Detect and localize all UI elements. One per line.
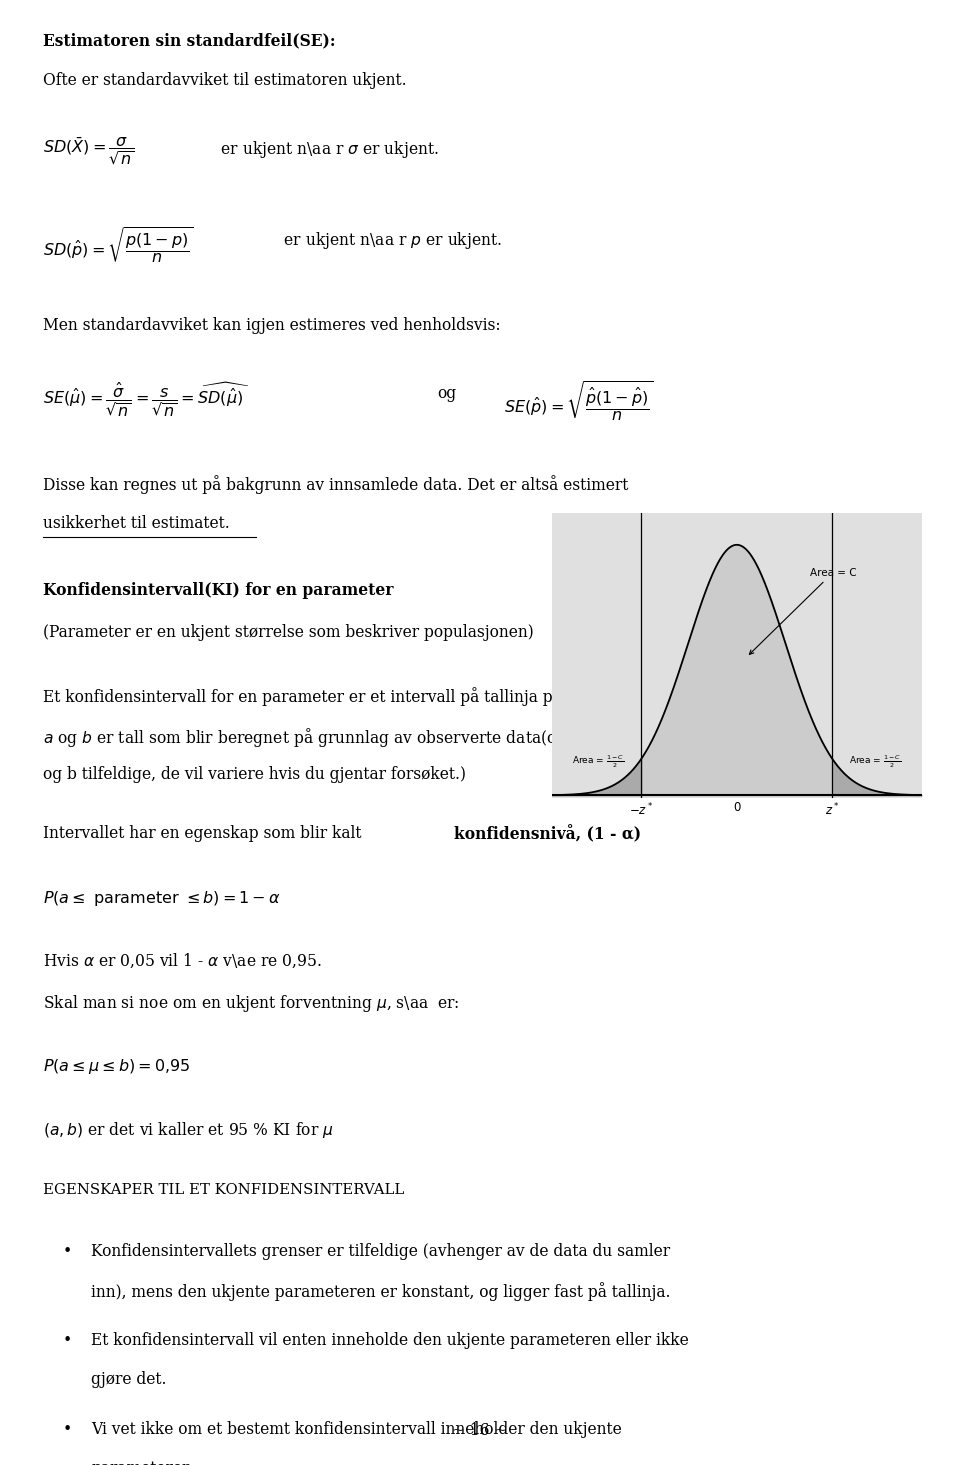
Text: $P(a \leq \mu \leq b) = 0{,}95$: $P(a \leq \mu \leq b) = 0{,}95$: [43, 1056, 191, 1075]
Text: parameteren.: parameteren.: [91, 1461, 197, 1465]
Text: Disse kan regnes ut på bakgrunn av innsamlede data. Det er altså estimert: Disse kan regnes ut på bakgrunn av innsa…: [43, 475, 629, 494]
Text: inn), mens den ukjente parameteren er konstant, og ligger fast på tallinja.: inn), mens den ukjente parameteren er ko…: [91, 1282, 671, 1301]
Text: Estimatoren sin standardfeil(SE):: Estimatoren sin standardfeil(SE):: [43, 32, 336, 50]
Text: •: •: [62, 1421, 72, 1437]
Text: Et konfidensintervall for en parameter er et intervall på tallinja på formen [a,: Et konfidensintervall for en parameter e…: [43, 687, 705, 706]
Text: $SE(\hat{\mu}) = \dfrac{\hat{\sigma}}{\sqrt{n}} = \dfrac{s}{\sqrt{n}} = \widehat: $SE(\hat{\mu}) = \dfrac{\hat{\sigma}}{\s…: [43, 381, 251, 418]
Text: Skal man si noe om en ukjent forventning $\mu$, s\aa  er:: Skal man si noe om en ukjent forventning…: [43, 993, 460, 1014]
Text: $SD(\hat{p}) = \sqrt{\dfrac{p(1-p)}{n}}$: $SD(\hat{p}) = \sqrt{\dfrac{p(1-p)}{n}}$: [43, 226, 194, 267]
Text: Men standardavviket kan igjen estimeres ved henholdsvis:: Men standardavviket kan igjen estimeres …: [43, 316, 501, 334]
Text: •: •: [62, 1332, 72, 1349]
Text: Area = C: Area = C: [750, 567, 856, 655]
Text: Area = $\frac{1-C}{2}$: Area = $\frac{1-C}{2}$: [572, 753, 624, 771]
Text: konfidensnivå, (1 - α): konfidensnivå, (1 - α): [454, 825, 641, 842]
Text: usikkerhet til estimatet.: usikkerhet til estimatet.: [43, 514, 230, 532]
Text: Et konfidensintervall vil enten inneholde den ukjente parameteren eller ikke: Et konfidensintervall vil enten innehold…: [91, 1332, 689, 1349]
Text: $(a, b)$ er det vi kaller et 95 % KI for $\mu$: $(a, b)$ er det vi kaller et 95 % KI for…: [43, 1121, 334, 1140]
Text: og: og: [437, 385, 456, 401]
Text: er ukjent n\aa r $\sigma$ er ukjent.: er ukjent n\aa r $\sigma$ er ukjent.: [206, 139, 440, 161]
Text: Ofte er standardavviket til estimatoren ukjent.: Ofte er standardavviket til estimatoren …: [43, 72, 407, 89]
Text: gjøre det.: gjøre det.: [91, 1371, 167, 1389]
Text: (Parameter er en ukjent størrelse som beskriver populasjonen): (Parameter er en ukjent størrelse som be…: [43, 624, 534, 640]
Text: Konfidensintervall(KI) for en parameter: Konfidensintervall(KI) for en parameter: [43, 582, 394, 599]
Text: Intervallet har en egenskap som blir kalt: Intervallet har en egenskap som blir kal…: [43, 825, 367, 842]
Text: og b tilfeldige, de vil variere hvis du gjentar forsøket.): og b tilfeldige, de vil variere hvis du …: [43, 766, 467, 782]
Text: Area = $\frac{1-C}{2}$: Area = $\frac{1-C}{2}$: [850, 753, 901, 771]
Text: er ukjent n\aa r $p$ er ukjent.: er ukjent n\aa r $p$ er ukjent.: [269, 230, 502, 252]
Text: $a$ og $b$ er tall som blir beregnet på grunnlag av observerte data(og dermed er: $a$ og $b$ er tall som blir beregnet på …: [43, 727, 709, 750]
Text: ~ 16 ~: ~ 16 ~: [452, 1421, 508, 1439]
Text: EGENSKAPER TIL ET KONFIDENSINTERVALL: EGENSKAPER TIL ET KONFIDENSINTERVALL: [43, 1184, 404, 1197]
Text: •: •: [62, 1242, 72, 1260]
Text: Konfidensintervallets grenser er tilfeldige (avhenger av de data du samler: Konfidensintervallets grenser er tilfeld…: [91, 1242, 670, 1260]
Text: $SE(\hat{p}) = \sqrt{\dfrac{\hat{p}(1-\hat{p})}{n}}$: $SE(\hat{p}) = \sqrt{\dfrac{\hat{p}(1-\h…: [504, 381, 654, 423]
Text: Vi vet ikke om et bestemt konfidensintervall inneholder den ukjente: Vi vet ikke om et bestemt konfidensinter…: [91, 1421, 622, 1437]
Text: Hvis $\alpha$ er 0,05 vil 1 - $\alpha$ v\ae re 0,95.: Hvis $\alpha$ er 0,05 vil 1 - $\alpha$ v…: [43, 952, 322, 970]
Text: $P(a \leq$ parameter $\leq b) = 1 - \alpha$: $P(a \leq$ parameter $\leq b) = 1 - \alp…: [43, 889, 281, 908]
Text: $SD(\bar{X}) = \dfrac{\sigma}{\sqrt{n}}$: $SD(\bar{X}) = \dfrac{\sigma}{\sqrt{n}}$: [43, 135, 135, 167]
